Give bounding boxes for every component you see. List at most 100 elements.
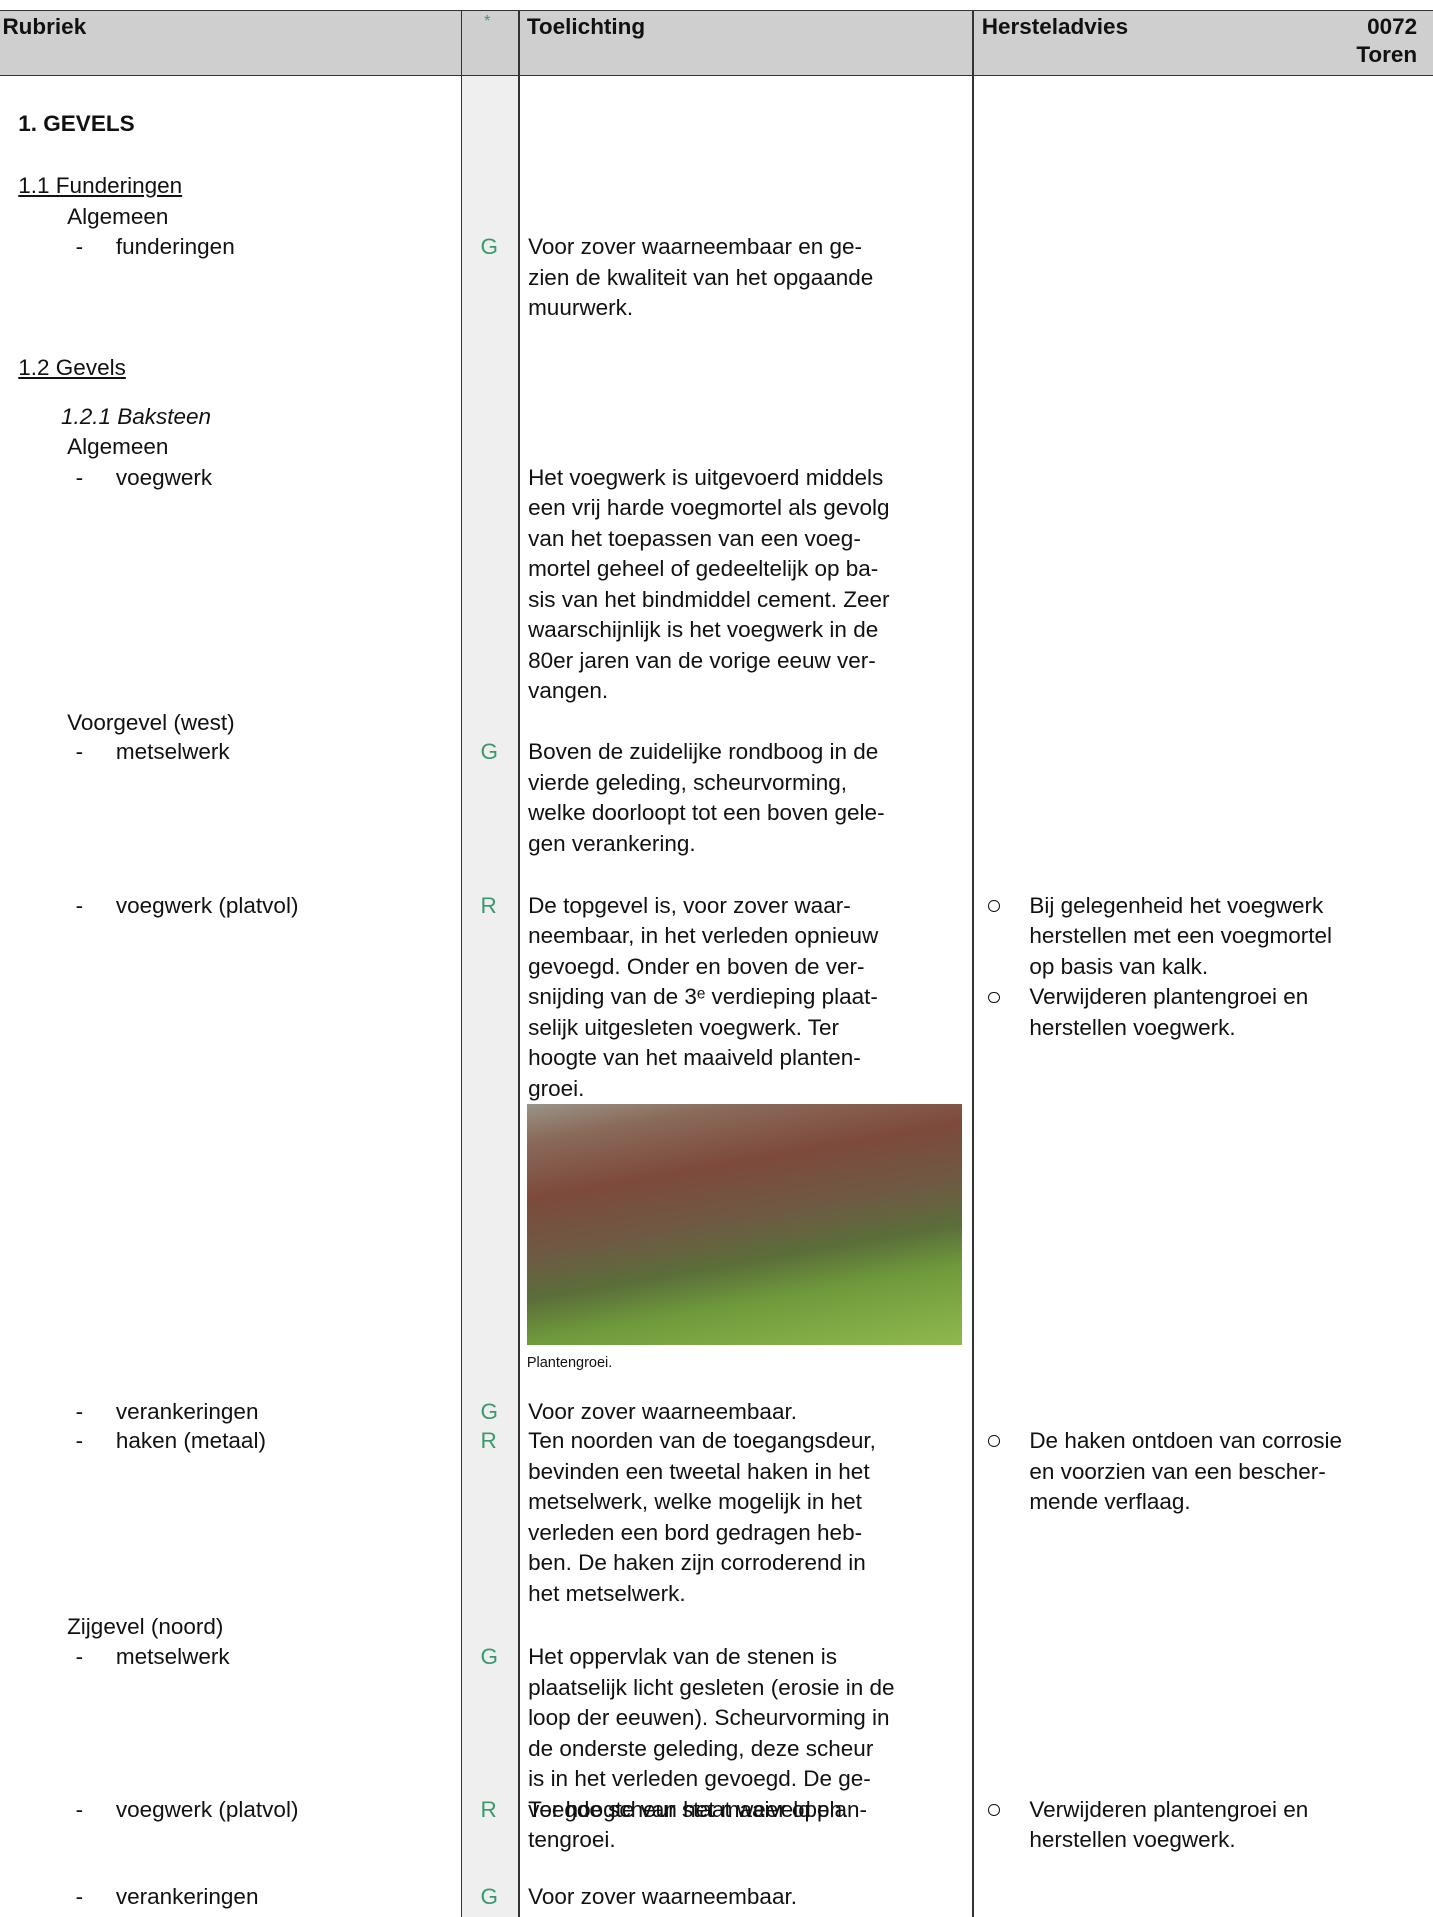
advice-line: Verwijderen plantengroei en [1029, 1796, 1309, 1822]
bullet: - [75, 1796, 84, 1822]
toelichting-line: neembaar, in het verleden opnieuw [528, 923, 879, 949]
advice-line: en voorzien van een bescher- [1029, 1458, 1326, 1484]
bullet: - [75, 1644, 84, 1670]
rubriek: funderingen [115, 234, 235, 260]
header-object: Toren [1356, 41, 1418, 67]
star-column [460, 9, 519, 1917]
rubriek: 1.1 Funderingen [18, 173, 183, 199]
status-code: G [480, 234, 499, 260]
status-code: G [480, 739, 499, 765]
bullet: - [75, 892, 84, 918]
advice-line: Bij gelegenheid het voegwerk [1029, 892, 1324, 918]
toelichting-line: het metselwerk. [528, 1580, 686, 1606]
toelichting-line: sis van het bindmiddel cement. Zeer [528, 586, 890, 612]
toelichting-line: zien de kwaliteit van het opgaande [528, 264, 874, 290]
status-code: G [480, 1399, 499, 1425]
rubriek: verankeringen [115, 1884, 259, 1910]
rubriek: Voorgevel (west) [67, 709, 235, 735]
toelichting-line: bevinden een tweetal haken in het [528, 1458, 870, 1484]
rubriek: Zijgevel (noord) [67, 1613, 224, 1639]
advice-line: Verwijderen plantengroei en [1029, 984, 1309, 1010]
toelichting-line: Voor zover waarneembaar. [528, 1399, 797, 1425]
toelichting-line: gen verankering. [528, 830, 696, 856]
advice-line: De haken ontdoen van corrosie [1029, 1428, 1343, 1454]
advice-line: herstellen met een voegmortel [1029, 923, 1332, 949]
advice-line: herstellen voegwerk. [1029, 1827, 1236, 1853]
toelichting-line: waarschijnlijk is het voegwerk in de [528, 617, 879, 643]
rubriek: 1.2.1 Baksteen [60, 403, 212, 429]
toelichting-line: van het toepassen van een voeg- [528, 525, 861, 551]
photo [526, 1103, 963, 1346]
rubriek: haken (metaal) [115, 1428, 266, 1454]
toelichting-line: metselwerk, welke mogelijk in het [528, 1489, 862, 1515]
toelichting-line: loop der eeuwen). Scheurvorming in [528, 1705, 890, 1731]
toelichting-line: ben. De haken zijn corroderend in [528, 1550, 866, 1576]
toelichting-line: de onderste geleding, deze scheur [528, 1735, 874, 1761]
advice-bullet [987, 900, 1000, 912]
rubriek: voegwerk (platvol) [115, 1796, 299, 1822]
toelichting-line: welke doorloopt tot een boven gele- [528, 800, 885, 826]
toelichting-line: een vrij harde voegmortel als gevolg [528, 495, 890, 521]
column-rule [518, 9, 520, 1917]
header-rubriek: Rubriek [2, 13, 87, 39]
rubriek: voegwerk (platvol) [115, 892, 299, 918]
toelichting-line: hoogte van het maaiveld planten- [528, 1045, 861, 1071]
bullet: - [75, 1884, 84, 1910]
advice-line: herstellen voegwerk. [1029, 1014, 1236, 1040]
toelichting-line: Ter hoogte van het maaiveld plan- [528, 1796, 868, 1822]
toelichting-line: Het oppervlak van de stenen is [528, 1644, 837, 1670]
column-rule [972, 9, 974, 1917]
toelichting-line: mortel geheel of gedeeltelijk op ba- [528, 556, 879, 582]
toelichting-line: Boven de zuidelijke rondboog in de [528, 739, 879, 765]
status-code: R [480, 1428, 497, 1454]
status-code: R [480, 1796, 497, 1822]
bullet: - [75, 234, 84, 260]
toelichting-line: snijding van de 3ᵉ verdieping plaat- [528, 984, 878, 1010]
rubriek: Algemeen [67, 203, 169, 229]
toelichting-line: Het voegwerk is uitgevoerd middels [528, 464, 884, 490]
toelichting-line: Voor zover waarneembaar. [528, 1884, 797, 1910]
header-bar [0, 9, 1433, 76]
advice-line: op basis van kalk. [1029, 953, 1209, 979]
toelichting-line: selijk uitgesleten voegwerk. Ter [528, 1014, 840, 1040]
header-star: * [484, 12, 491, 30]
header-toelichting: Toelichting [526, 13, 646, 39]
toelichting-line: verleden een bord gedragen heb- [528, 1519, 863, 1545]
toelichting-line: voegde scheur staat weer open. [528, 1796, 849, 1822]
status-code: G [480, 1884, 499, 1910]
advice-bullet [987, 1803, 1000, 1816]
toelichting-line: vierde geleding, scheurvorming, [528, 769, 847, 795]
toelichting-line: gevoegd. Onder en boven de ver- [528, 953, 865, 979]
bullet: - [75, 1428, 84, 1454]
bullet: - [75, 464, 84, 490]
rubriek: 1. GEVELS [18, 111, 135, 137]
toelichting-line: muurwerk. [528, 295, 634, 321]
status-code: G [480, 1644, 499, 1670]
status-code: R [480, 892, 497, 918]
rubriek: verankeringen [115, 1399, 259, 1425]
toelichting-line: Ten noorden van de toegangsdeur, [528, 1428, 876, 1454]
rubriek: voegwerk [115, 464, 213, 490]
header-herstel: Hersteladvies [981, 13, 1129, 39]
advice-bullet [987, 1435, 1000, 1448]
toelichting-line: Voor zover waarneembaar en ge- [528, 234, 863, 260]
column-rule [460, 9, 463, 1917]
rubriek: metselwerk [115, 739, 230, 765]
photo-caption: Plantengroei. [526, 1354, 613, 1371]
toelichting-line: tengroei. [528, 1827, 616, 1853]
toelichting-line: groei. [528, 1075, 585, 1101]
toelichting-line: 80er jaren van de vorige eeuw ver- [528, 647, 876, 673]
toelichting-line: vangen. [528, 678, 609, 704]
toelichting-line: De topgevel is, voor zover waar- [528, 892, 851, 918]
bullet: - [75, 739, 84, 765]
rubriek: metselwerk [115, 1644, 230, 1670]
toelichting-line: plaatselijk licht gesleten (erosie in de [528, 1674, 895, 1700]
bullet: - [75, 1399, 84, 1425]
header-code: 0072 [1367, 13, 1418, 39]
advice-bullet [987, 991, 1000, 1004]
rubriek: 1.2 Gevels [18, 355, 126, 381]
advice-line: mende verflaag. [1029, 1489, 1191, 1515]
toelichting-line: is in het verleden gevoegd. De ge- [528, 1766, 871, 1792]
rubriek: Algemeen [67, 434, 169, 460]
